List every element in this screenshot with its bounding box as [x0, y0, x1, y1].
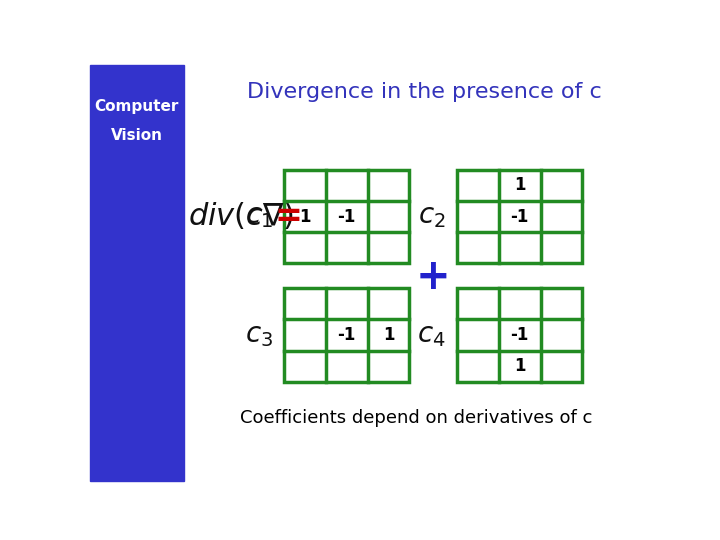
Bar — [457, 288, 582, 382]
Text: 1: 1 — [383, 326, 395, 344]
Bar — [284, 170, 410, 264]
Text: -1: -1 — [510, 326, 529, 344]
Text: $c_{4}$: $c_{4}$ — [418, 321, 446, 349]
Text: 1: 1 — [299, 207, 310, 226]
Text: Divergence in the presence of c: Divergence in the presence of c — [248, 82, 602, 102]
Text: $c_{1}$: $c_{1}$ — [245, 203, 273, 230]
Text: Computer: Computer — [95, 99, 179, 114]
Bar — [90, 65, 184, 481]
Text: $c_{2}$: $c_{2}$ — [418, 203, 446, 230]
Text: +: + — [415, 256, 451, 298]
Text: $c_{3}$: $c_{3}$ — [245, 321, 273, 349]
Text: -1: -1 — [338, 207, 356, 226]
Text: Vision: Vision — [111, 128, 163, 143]
Text: -1: -1 — [338, 326, 356, 344]
Text: Coefficients depend on derivatives of c: Coefficients depend on derivatives of c — [240, 409, 593, 427]
Text: -1: -1 — [510, 207, 529, 226]
Text: $div(c\nabla)$: $div(c\nabla)$ — [187, 201, 294, 232]
Text: =: = — [274, 200, 302, 233]
Text: 1: 1 — [514, 357, 526, 375]
Bar — [284, 288, 410, 382]
Bar — [457, 170, 582, 264]
Text: 1: 1 — [514, 177, 526, 194]
